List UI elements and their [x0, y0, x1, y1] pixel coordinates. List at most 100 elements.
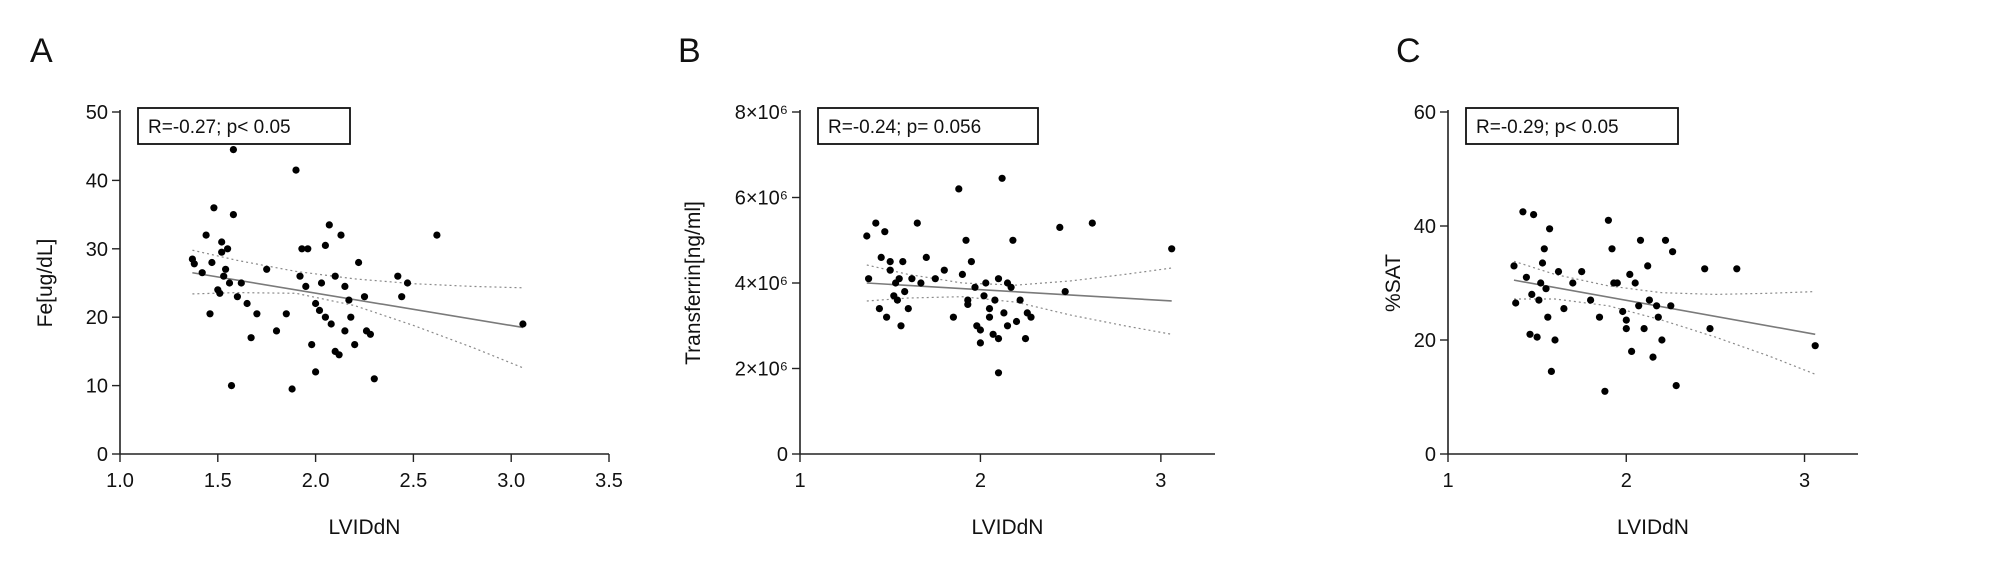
- panel-a-data-point: [335, 351, 343, 359]
- panel-b-data-point: [886, 258, 894, 266]
- panel-a-data-point: [224, 245, 232, 253]
- panel-c-data-point: [1644, 262, 1652, 270]
- panel-c-data-point: [1636, 236, 1645, 244]
- panel-c-data-point: [1667, 302, 1675, 310]
- panel-a-data-point: [202, 231, 210, 239]
- panel-b-ci-upper-band: [866, 264, 1172, 286]
- panel-a-ci-upper-band: [192, 249, 523, 289]
- panel-a-data-point: [253, 310, 261, 318]
- panel-c-data-point: [1540, 245, 1548, 253]
- panel-c-data-point: [1701, 265, 1709, 273]
- panel-b-y-tick-label: 8×10⁶: [735, 102, 788, 124]
- panel-b-data-point: [998, 174, 1006, 182]
- panel-b-annotation-box: [817, 107, 1039, 145]
- panel-a-data-point: [220, 272, 228, 280]
- panel-c-data-point: [1661, 236, 1670, 244]
- panel-c-data-point: [1733, 265, 1741, 273]
- panel-b-x-tick-label: 3: [1155, 470, 1166, 492]
- panel-a-y-tick-label: 10: [86, 376, 108, 398]
- panel-b-data-point: [940, 266, 948, 274]
- panel-b-data-point: [967, 258, 976, 266]
- panel-a-data-point: [298, 245, 306, 253]
- panel-a-data-point: [308, 341, 316, 349]
- panel-a-data-point: [190, 260, 198, 268]
- panel-a-data-point: [198, 269, 206, 277]
- panel-a-data-point: [345, 296, 353, 304]
- panel-b-y-tick-label: 0: [777, 444, 788, 466]
- panel-c-y-tick-label: 40: [1414, 216, 1436, 238]
- panel-c-data-point: [1578, 268, 1586, 276]
- panel-b-data-point: [881, 228, 889, 236]
- panel-b-data-point: [883, 313, 891, 321]
- panel-b-x-tick-label: 1: [794, 470, 805, 492]
- panel-a-data-point: [282, 310, 290, 318]
- panel-a-x-tick-label: 3.0: [497, 470, 525, 492]
- panel-a-data-point: [218, 238, 226, 246]
- panel-b-data-point: [1000, 309, 1008, 317]
- panel-a-x-tick-label: 1.0: [106, 470, 134, 492]
- panel-b-ci-lower-band: [866, 296, 1172, 335]
- panel-c-data-point: [1619, 307, 1627, 316]
- panel-c-data-point: [1653, 302, 1661, 310]
- panel-b-data-point: [976, 326, 985, 334]
- panel-c-data-point: [1519, 208, 1527, 216]
- panel-b-data-point: [994, 275, 1003, 283]
- panel-c-y-tick-label: 0: [1425, 444, 1436, 466]
- panel-c-data-point: [1544, 313, 1552, 321]
- panel-b-data-point: [904, 305, 912, 313]
- panel-c: C LVIDdN %SAT 1 2 3 0 20 40 60 R=-0.29; p< 0.05: [1382, 32, 1858, 539]
- panel-c-data-point: [1658, 336, 1666, 344]
- panel-b-data-point: [1061, 288, 1069, 296]
- panel-c-annotation-box: [1465, 107, 1679, 145]
- panel-a-data-point: [263, 265, 271, 273]
- panel-a-data-point: [218, 248, 226, 256]
- panel-a-letter: A: [30, 32, 53, 70]
- panel-a-data-point: [315, 306, 324, 314]
- panel-c-data-point: [1537, 279, 1545, 287]
- panel-a-x-tick-label: 2.0: [302, 470, 330, 492]
- panel-b-data-point: [1027, 313, 1035, 321]
- panel-a-x-tick-label: 1.5: [204, 470, 232, 492]
- panel-a-data-point: [331, 272, 339, 280]
- panel-c-data-point: [1645, 296, 1653, 304]
- panel-a-data-point: [312, 299, 320, 308]
- panel-b-data-point: [913, 219, 921, 227]
- panel-a-data-point: [355, 258, 363, 267]
- panel-a-data-point: [321, 313, 329, 321]
- panel-a-data-point: [233, 293, 241, 301]
- panel-b-data-point: [949, 313, 958, 321]
- panel-a-data-point: [222, 265, 230, 273]
- panel-c-data-point: [1626, 270, 1634, 278]
- panel-c-data-point: [1512, 299, 1520, 307]
- panel-c-data-point: [1595, 313, 1604, 321]
- panel-c-data-point: [1522, 273, 1530, 281]
- panel-a-data-point: [243, 299, 251, 308]
- panel-c-data-point: [1510, 262, 1518, 270]
- panel-b-y-tick-label: 4×10⁶: [735, 273, 788, 295]
- panel-c-data-point: [1542, 285, 1550, 293]
- panel-a-data-point: [227, 382, 236, 390]
- panel-c-data-point: [1608, 245, 1616, 253]
- panel-a-x-tick-label: 2.5: [399, 470, 427, 492]
- panel-a-data-point: [296, 272, 304, 280]
- panel-a-x-tick-label: 3.5: [595, 470, 623, 492]
- panel-c-data-point: [1601, 387, 1609, 395]
- panel-b-data-point: [962, 236, 970, 244]
- panel-a-data-point: [312, 368, 320, 376]
- panel-c-data-point: [1635, 302, 1643, 310]
- panel-a-data-point: [292, 166, 300, 174]
- panel-b-data-point: [1168, 245, 1176, 253]
- panel-b-data-point: [917, 279, 925, 287]
- panel-b-data-point: [886, 266, 894, 274]
- panel-a-data-point: [302, 282, 310, 290]
- panel-b-y-axis-label: Transferrin[ng/ml]: [682, 201, 705, 365]
- panel-c-data-point: [1672, 382, 1680, 390]
- panel-a-data-point: [317, 279, 326, 287]
- panel-b-data-point: [1016, 296, 1024, 304]
- panel-a-x-axis-label: LVIDdN: [329, 516, 401, 539]
- panel-c-ci-lower-band: [1514, 298, 1816, 375]
- panel-a-data-point: [237, 279, 245, 287]
- panel-c-data-point: [1587, 296, 1595, 304]
- panel-c-data-point: [1631, 279, 1639, 287]
- panel-a-data-point: [337, 231, 345, 239]
